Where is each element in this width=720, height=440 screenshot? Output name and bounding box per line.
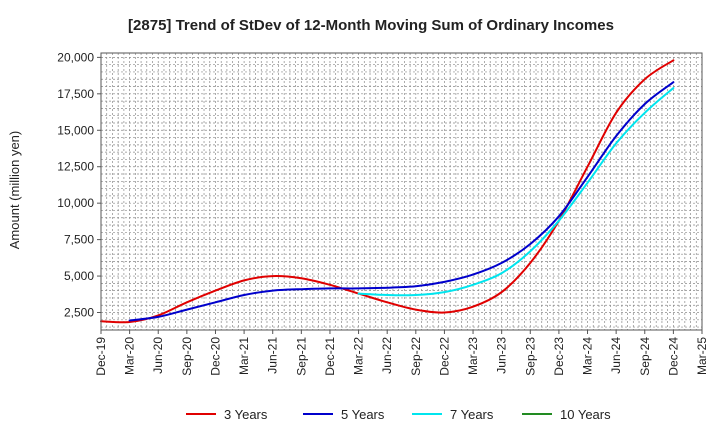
y-tick-label: 7,500 [64, 233, 94, 247]
y-tick-label: 2,500 [64, 306, 94, 320]
chart-title: [2875] Trend of StDev of 12-Month Moving… [128, 17, 614, 34]
series-line-5-years [128, 81, 675, 322]
x-tick-label: Mar-25 [695, 337, 709, 375]
series-line-7-years [357, 87, 675, 297]
x-tick-label: Mar-22 [352, 337, 366, 375]
y-tick-label: 15,000 [57, 123, 94, 137]
series-layer [100, 59, 675, 324]
x-tick-label: Sep-23 [523, 337, 537, 376]
legend-label-3-years: 3 Years [224, 407, 268, 422]
legend-label-7-years: 7 Years [450, 407, 494, 422]
x-tick-label: Mar-20 [123, 337, 137, 375]
x-tick-labels: Dec-19 Mar-20 Jun-20 Sep-20 Dec-20 Mar-21 Jun-… [94, 330, 709, 376]
y-tick-label: 20,000 [57, 50, 94, 64]
x-tick-label: Sep-21 [294, 337, 308, 376]
legend: 3 Years 5 Years 7 Years 10 Years [186, 407, 611, 422]
x-tick-label: Dec-19 [94, 337, 108, 376]
x-tick-label: Jun-21 [266, 337, 280, 374]
y-tick-label: 12,500 [57, 160, 94, 174]
y-tick-label: 17,500 [57, 87, 94, 101]
y-axis-label: Amount (million yen) [7, 131, 22, 250]
x-tick-label: Mar-23 [466, 337, 480, 375]
x-tick-label: Jun-22 [380, 337, 394, 374]
series-line-3-years [100, 59, 675, 324]
x-tick-label: Mar-21 [237, 337, 251, 375]
y-tick-labels: 2,500 5,000 7,500 10,000 12,500 15,000 17,500 2… [57, 50, 101, 320]
x-tick-label: Jun-23 [495, 337, 509, 374]
x-tick-label: Dec-24 [666, 337, 680, 376]
x-tick-label: Dec-22 [437, 337, 451, 376]
x-tick-label: Jun-24 [609, 337, 623, 374]
x-tick-label: Sep-22 [409, 337, 423, 376]
x-tick-label: Jun-20 [151, 337, 165, 374]
y-tick-label: 10,000 [57, 196, 94, 210]
legend-label-5-years: 5 Years [341, 407, 385, 422]
x-tick-label: Dec-23 [552, 337, 566, 376]
legend-label-10-years: 10 Years [560, 407, 611, 422]
y-tick-label: 5,000 [64, 269, 94, 283]
x-tick-label: Sep-24 [638, 337, 652, 376]
plot-frame [100, 52, 703, 331]
x-tick-label: Dec-21 [323, 337, 337, 376]
x-tick-label: Dec-20 [208, 337, 222, 376]
grid-lines [101, 53, 702, 330]
x-tick-label: Mar-24 [581, 337, 595, 375]
x-tick-label: Sep-20 [180, 337, 194, 376]
